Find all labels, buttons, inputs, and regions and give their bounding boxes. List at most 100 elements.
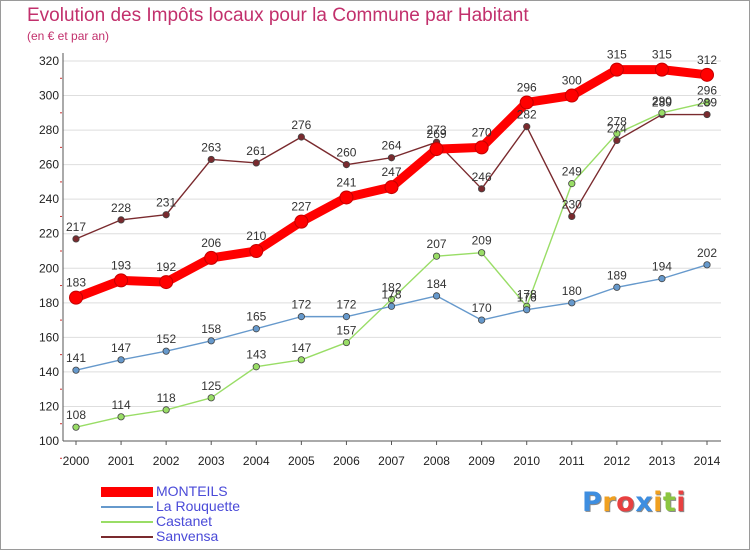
- data-label-monteils: 269: [427, 127, 447, 141]
- data-label-castanet: 108: [66, 408, 86, 422]
- data-point-la-rouquette: [568, 299, 576, 307]
- data-point-sanvensa: [117, 216, 125, 224]
- data-point-monteils: [159, 275, 174, 290]
- legend-swatch-la-rouquette: [101, 506, 153, 508]
- data-label-la-rouquette: 172: [336, 298, 356, 312]
- data-point-castanet: [478, 249, 486, 257]
- y-tick-label: 120: [39, 399, 59, 413]
- data-label-monteils: 270: [472, 125, 492, 139]
- axes: 100 120 140 160 180 200 220 240 260 280 300 320 2000…: [39, 53, 721, 468]
- y-tick-label: 200: [39, 261, 59, 275]
- chart-subtitle: (en € et par an): [27, 29, 110, 43]
- legend-swatch-monteils: [101, 487, 153, 497]
- data-label-la-rouquette: 158: [201, 322, 221, 336]
- legend-label-castanet: Castanet: [156, 513, 213, 529]
- data-label-monteils: 206: [201, 236, 221, 250]
- data-label-sanvensa: 289: [697, 96, 717, 110]
- data-label-sanvensa: 274: [607, 121, 627, 135]
- x-tick-label: 2013: [649, 454, 676, 468]
- data-point-castanet: [207, 394, 215, 402]
- series-lines: [69, 62, 714, 431]
- data-label-monteils: 300: [562, 74, 582, 88]
- y-tick-label: 320: [39, 54, 59, 68]
- data-point-la-rouquette: [613, 283, 621, 291]
- data-point-monteils: [204, 250, 219, 265]
- data-label-sanvensa: 246: [472, 170, 492, 184]
- data-label-la-rouquette: 176: [517, 291, 537, 305]
- proxiti-logo: Proxiti: [582, 487, 686, 518]
- y-tick-label: 260: [39, 158, 59, 172]
- data-label-sanvensa: 228: [111, 201, 131, 215]
- y-tick-label: 160: [39, 330, 59, 344]
- x-tick-label: 2001: [108, 454, 135, 468]
- data-label-castanet: 182: [381, 280, 401, 294]
- data-point-la-rouquette: [523, 306, 531, 314]
- data-point-la-rouquette: [207, 337, 215, 345]
- y-tick-label: 100: [39, 434, 59, 448]
- data-point-castanet: [703, 98, 711, 107]
- logo-letter: i: [653, 487, 663, 518]
- data-label-monteils: 193: [111, 258, 131, 272]
- y-tick-label: 280: [39, 123, 59, 137]
- x-tick-label: 2007: [378, 454, 405, 468]
- data-point-sanvensa: [613, 136, 621, 145]
- legend-label-monteils: MONTEILS: [156, 483, 228, 499]
- x-tick-label: 2011: [559, 454, 585, 468]
- data-label-la-rouquette: 152: [156, 332, 176, 346]
- data-point-la-rouquette: [252, 325, 260, 333]
- y-tick-label: 220: [39, 227, 59, 241]
- data-label-sanvensa: 264: [381, 139, 401, 153]
- data-point-monteils: [69, 290, 83, 305]
- data-point-la-rouquette: [342, 313, 351, 321]
- logo-letter: t: [662, 487, 677, 518]
- logo-letter: r: [602, 487, 617, 518]
- data-point-monteils: [609, 62, 624, 77]
- data-point-la-rouquette: [72, 366, 80, 374]
- data-label-sanvensa: 261: [246, 144, 266, 158]
- legend-label-sanvensa: Sanvensa: [156, 528, 219, 544]
- data-point-la-rouquette: [658, 275, 666, 283]
- data-point-monteils: [519, 95, 534, 110]
- data-point-monteils: [249, 244, 264, 258]
- data-label-monteils: 315: [607, 48, 627, 62]
- data-label-la-rouquette: 194: [652, 260, 672, 274]
- x-tick-label: 2000: [63, 454, 90, 468]
- data-point-sanvensa: [72, 235, 80, 243]
- data-label-castanet: 249: [562, 165, 582, 179]
- x-tick-label: 2010: [513, 454, 540, 468]
- data-point-sanvensa: [703, 110, 711, 119]
- data-point-sanvensa: [387, 154, 396, 162]
- data-point-la-rouquette: [162, 347, 170, 355]
- data-point-la-rouquette: [703, 261, 711, 269]
- data-point-monteils: [700, 67, 714, 82]
- data-label-la-rouquette: 172: [291, 298, 311, 312]
- legend-label-la-rouquette: La Rouquette: [156, 498, 241, 514]
- x-tick-label: 2009: [468, 454, 495, 468]
- data-point-castanet: [387, 295, 396, 303]
- data-label-castanet: 143: [246, 348, 266, 362]
- data-label-monteils: 247: [381, 165, 401, 179]
- data-label-castanet: 118: [157, 391, 176, 405]
- data-label-monteils: 312: [697, 53, 717, 67]
- data-label-sanvensa: 263: [201, 140, 221, 154]
- data-point-castanet: [72, 423, 80, 431]
- data-point-monteils: [429, 142, 444, 157]
- logo-letter: x: [635, 487, 654, 518]
- x-tick-label: 2012: [604, 454, 631, 468]
- data-point-la-rouquette: [478, 316, 486, 324]
- data-point-la-rouquette: [297, 313, 305, 321]
- data-point-monteils: [654, 62, 669, 77]
- data-label-sanvensa: 273: [427, 123, 447, 137]
- x-tick-label: 2005: [288, 454, 315, 468]
- data-label-sanvensa: 289: [652, 96, 672, 110]
- data-label-monteils: 241: [336, 175, 356, 189]
- data-point-sanvensa: [478, 185, 486, 193]
- data-point-sanvensa: [568, 212, 576, 221]
- data-point-monteils: [339, 190, 354, 205]
- data-point-castanet: [432, 252, 441, 260]
- chart-title: Evolution des Impôts locaux pour la Comm…: [27, 5, 529, 26]
- data-label-monteils: 296: [517, 80, 537, 94]
- data-point-monteils: [114, 273, 129, 288]
